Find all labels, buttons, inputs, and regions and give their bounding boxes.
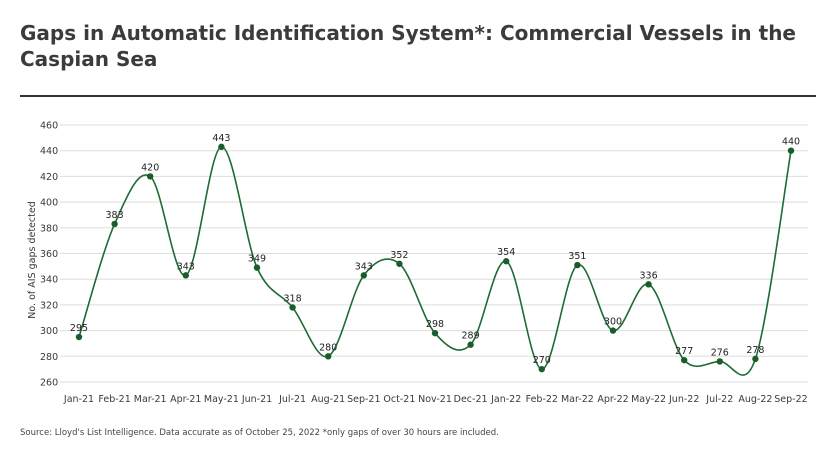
y-axis-ticks: 260 280 300 320 340 360 380 400 420 440 460 — [40, 121, 58, 389]
x-tick-label: Jan-22 — [490, 394, 521, 405]
y-tick-label: 460 — [40, 121, 58, 132]
y-axis-label: No. of AIS gaps detected — [27, 201, 38, 318]
x-tick-label: Feb-22 — [526, 394, 558, 405]
data-point — [182, 272, 189, 279]
data-label: 343 — [177, 261, 195, 272]
data-label: 443 — [212, 133, 230, 144]
data-labels: 295 383 420 343 443 349 318 280 343 352 298 289 354 2… — [70, 133, 800, 366]
data-label: 278 — [746, 345, 764, 356]
data-point — [467, 341, 474, 348]
x-tick-label: Jun-21 — [241, 394, 272, 405]
series-line — [78, 146, 792, 376]
x-tick-label: Sep-21 — [347, 394, 380, 405]
data-label: 289 — [462, 331, 480, 342]
data-label: 351 — [568, 251, 586, 262]
data-label: 440 — [782, 137, 800, 148]
data-point — [787, 147, 795, 154]
data-label: 349 — [248, 254, 266, 265]
x-tick-label: Mar-21 — [134, 394, 167, 405]
x-tick-label: Jun-22 — [668, 394, 699, 405]
chart-title: Gaps in Automatic Identification System*… — [20, 21, 796, 71]
data-point — [253, 264, 261, 271]
x-tick-label: Sep-22 — [774, 394, 807, 405]
x-tick-label: Apr-21 — [170, 394, 201, 405]
x-tick-label: Aug-22 — [738, 394, 772, 405]
x-tick-label: May-21 — [204, 394, 239, 405]
data-point — [645, 281, 652, 288]
y-tick-label: 340 — [40, 275, 58, 286]
y-tick-label: 400 — [40, 198, 58, 209]
data-label: 383 — [106, 210, 124, 221]
data-label: 270 — [533, 355, 551, 366]
data-label: 343 — [355, 261, 373, 272]
y-tick-label: 360 — [40, 249, 58, 260]
x-axis-ticks: Jan-21 Feb-21 Mar-21 Apr-21 May-21 Jun-21 Jul-… — [63, 394, 808, 405]
data-point — [716, 358, 723, 365]
data-point — [538, 365, 545, 373]
gridlines — [60, 124, 808, 383]
data-point — [111, 220, 118, 228]
data-point — [503, 258, 510, 265]
data-label: 298 — [426, 319, 444, 330]
data-point — [609, 327, 617, 334]
y-tick-label: 440 — [40, 146, 58, 157]
data-point — [360, 272, 367, 279]
x-tick-label: Nov-21 — [418, 394, 452, 405]
data-label: 354 — [497, 247, 515, 258]
data-point — [147, 173, 154, 180]
y-tick-label: 300 — [40, 326, 58, 337]
x-tick-label: Jul-21 — [278, 394, 306, 405]
x-tick-label: Oct-21 — [383, 394, 415, 405]
data-label: 420 — [141, 162, 159, 173]
data-label: 300 — [604, 317, 622, 328]
data-label: 277 — [675, 346, 693, 357]
data-label: 352 — [390, 250, 408, 261]
data-point — [75, 333, 83, 341]
y-tick-label: 280 — [40, 352, 58, 363]
x-tick-label: Dec-21 — [454, 394, 488, 405]
data-label: 318 — [284, 293, 302, 304]
data-point — [325, 353, 332, 360]
data-point — [752, 355, 759, 363]
data-point — [396, 260, 403, 267]
data-point — [574, 261, 581, 269]
x-tick-label: Jan-21 — [63, 394, 94, 405]
data-label: 280 — [319, 342, 337, 353]
data-point — [431, 329, 439, 337]
y-tick-label: 420 — [40, 172, 58, 183]
data-points — [75, 143, 795, 373]
y-tick-label: 320 — [40, 300, 58, 311]
data-point — [218, 143, 225, 151]
data-label: 276 — [711, 347, 729, 358]
x-tick-label: Aug-21 — [311, 394, 345, 405]
x-tick-label: Mar-22 — [561, 394, 594, 405]
data-label: 295 — [70, 323, 88, 334]
data-label: 336 — [640, 270, 658, 281]
y-tick-label: 380 — [40, 223, 58, 234]
source-note: Source: Lloyd's List Intelligence. Data … — [20, 428, 499, 438]
x-tick-label: Feb-21 — [98, 394, 130, 405]
data-point — [289, 304, 296, 311]
x-tick-label: May-22 — [631, 394, 666, 405]
data-point — [681, 356, 688, 364]
y-tick-label: 260 — [40, 378, 58, 389]
title-divider — [20, 95, 816, 97]
x-tick-label: Apr-22 — [597, 394, 628, 405]
x-tick-label: Jul-22 — [705, 394, 733, 405]
